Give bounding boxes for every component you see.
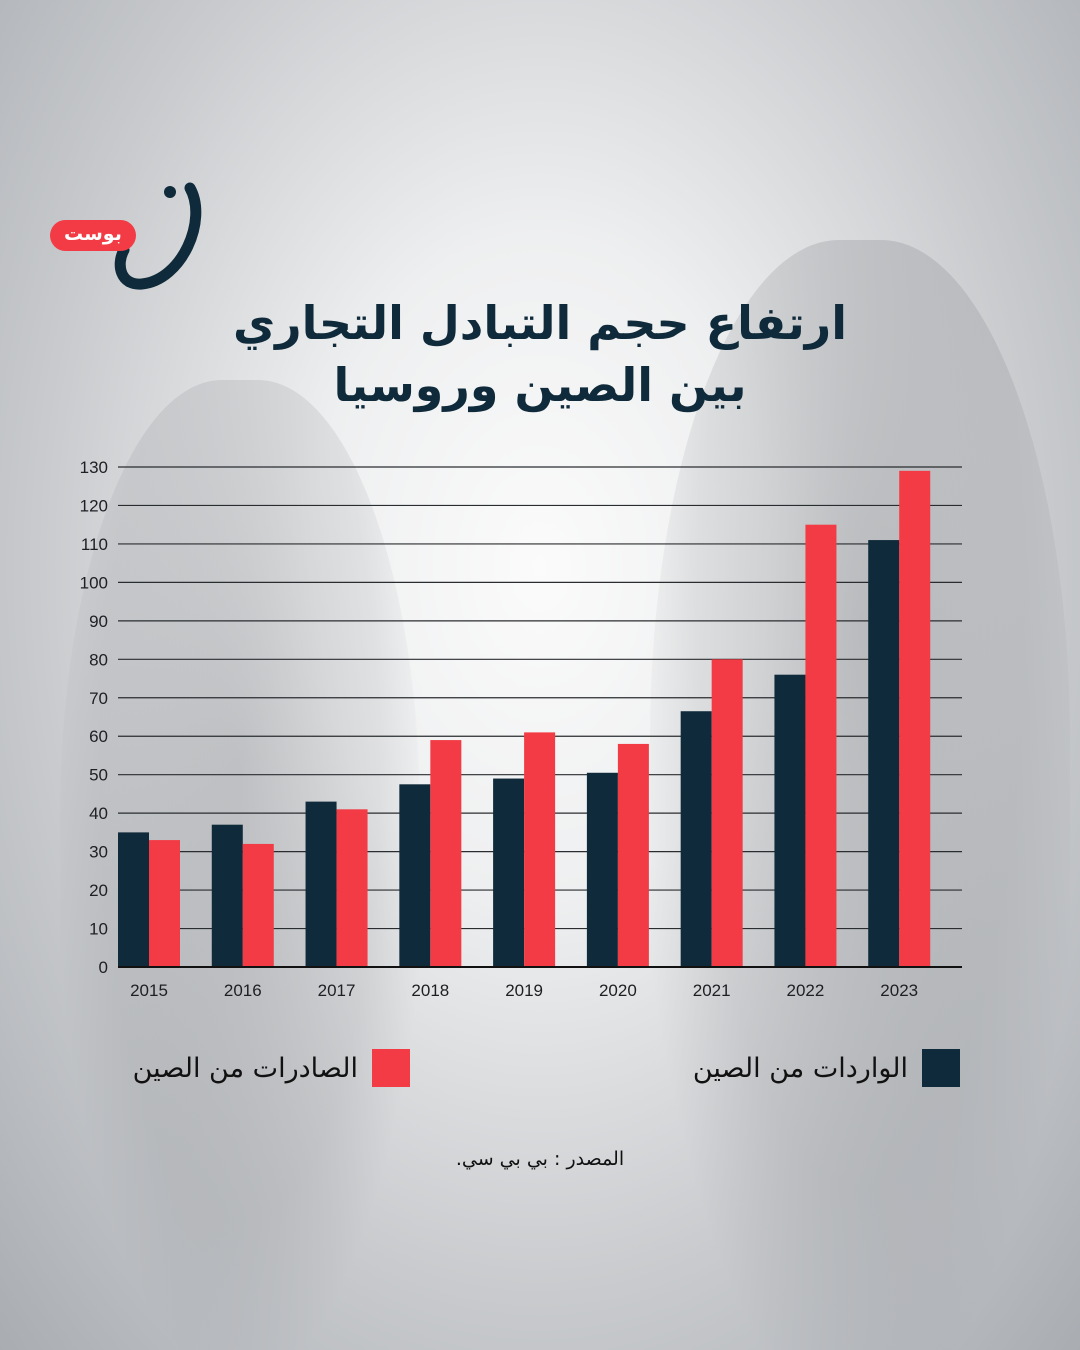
bar-exports: [711, 659, 743, 967]
legend-swatch-imports: [922, 1049, 960, 1087]
y-tick-label: 30: [89, 843, 108, 862]
y-tick-label: 10: [89, 920, 108, 939]
y-tick-label: 50: [89, 766, 108, 785]
x-tick-label: 2016: [224, 981, 262, 1000]
bar-exports: [805, 524, 837, 967]
bar-exports: [336, 809, 368, 967]
y-tick-label: 110: [81, 535, 108, 554]
bar-imports: [211, 824, 243, 967]
x-tick-label: 2021: [693, 981, 731, 1000]
chart-title-line-1: ارتفاع حجم التبادل التجاري: [232, 296, 847, 350]
y-tick-label: 120: [80, 496, 108, 515]
legend-item-exports: الصادرات من الصين: [133, 1048, 410, 1088]
legend-item-imports: الواردات من الصين: [693, 1048, 960, 1088]
brand-logo: بوست: [50, 180, 210, 290]
chart-title-line-2: بين الصين وروسيا: [333, 358, 747, 412]
bar-imports: [399, 784, 431, 967]
y-tick-label: 60: [89, 727, 108, 746]
y-axis-ticks: 0 10 20 30 40 50 60 70 80 90 100 110 120 130: [80, 458, 108, 977]
bar-exports: [242, 843, 274, 967]
bar-imports: [305, 801, 337, 967]
bar-imports: [774, 674, 806, 967]
bars: [118, 470, 931, 967]
y-tick-label: 80: [89, 650, 108, 669]
y-tick-label: 20: [89, 881, 108, 900]
bar-exports: [430, 740, 462, 967]
y-tick-label: 90: [89, 612, 108, 631]
bar-imports: [868, 540, 900, 967]
bar-exports: [149, 840, 180, 967]
bar-imports: [118, 832, 149, 967]
x-tick-label: 2018: [411, 981, 449, 1000]
y-tick-label: 100: [80, 573, 108, 592]
y-tick-label: 0: [99, 958, 108, 977]
bar-exports: [524, 732, 556, 967]
y-tick-label: 40: [89, 804, 108, 823]
chart-title: ارتفاع حجم التبادل التجاري بين الصين ورو…: [0, 292, 1080, 416]
bar-exports: [617, 743, 649, 967]
x-tick-label: 2022: [787, 981, 825, 1000]
brand-badge: بوست: [50, 220, 136, 251]
bar-imports: [680, 711, 712, 967]
source-note: المصدر : بي بي سي.: [455, 1148, 625, 1170]
legend-label-exports: الصادرات من الصين: [132, 1052, 358, 1084]
x-tick-label: 2023: [880, 981, 918, 1000]
x-tick-label: 2019: [505, 981, 543, 1000]
y-tick-label: 130: [80, 458, 108, 477]
bar-exports: [899, 470, 931, 967]
x-tick-label: 2020: [599, 981, 637, 1000]
legend-label-imports: الواردات من الصين: [692, 1052, 908, 1084]
x-axis-ticks: 2015 2016 2017 2018 2019 2020 2021 2022 2023: [130, 981, 918, 1000]
noon-mark-icon: [114, 182, 202, 290]
bar-imports: [586, 772, 618, 967]
y-tick-label: 70: [89, 689, 108, 708]
x-tick-label: 2015: [130, 981, 168, 1000]
x-tick-label: 2017: [318, 981, 356, 1000]
legend-swatch-exports: [372, 1049, 410, 1087]
bar-imports: [493, 778, 525, 967]
